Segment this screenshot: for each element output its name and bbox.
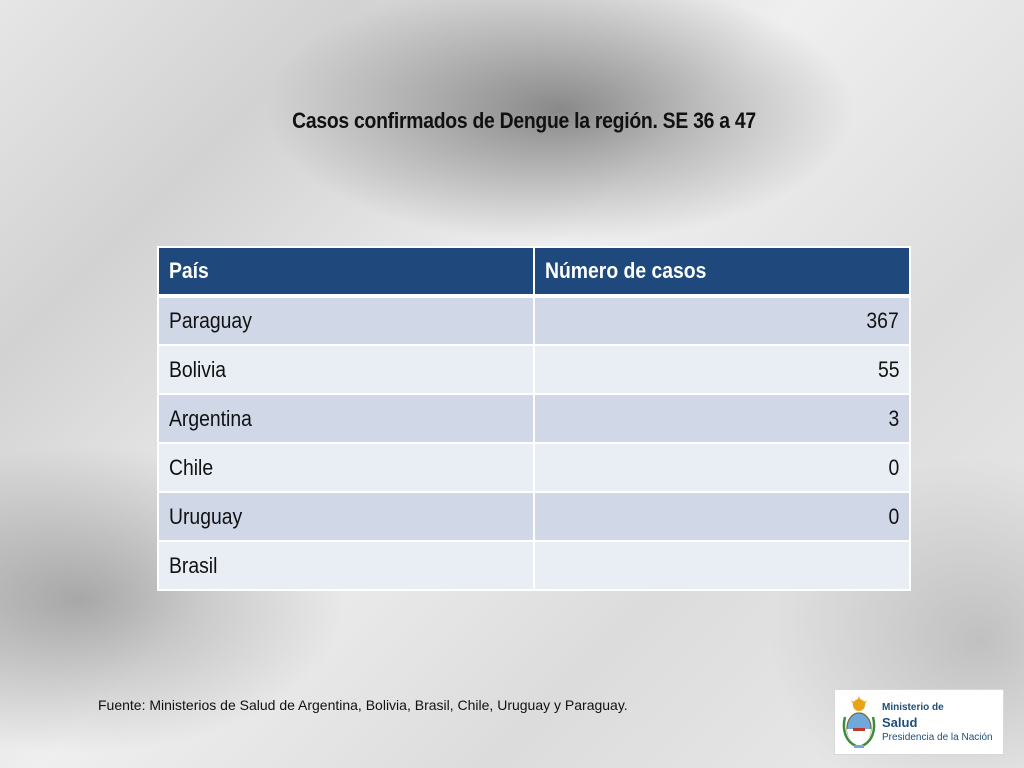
argentina-coat-of-arms-icon (842, 696, 876, 748)
logo-line-ministerio: Ministerio de (882, 702, 944, 713)
country-cell: Uruguay (157, 491, 535, 542)
table-row: Chile 0 (157, 442, 911, 493)
cases-cell (533, 540, 911, 591)
cases-cell: 0 (533, 491, 911, 542)
country-cell: Argentina (157, 393, 535, 444)
header-cases: Número de casos (533, 246, 911, 298)
table-row: Argentina 3 (157, 393, 911, 444)
table-row: Uruguay 0 (157, 491, 911, 542)
logo-line-salud: Salud (882, 715, 918, 730)
table-row: Bolivia 55 (157, 344, 911, 395)
cases-cell: 0 (533, 442, 911, 493)
table-header-row: País Número de casos (157, 246, 911, 298)
country-cell: Paraguay (157, 295, 535, 346)
logo-line-presidencia: Presidencia de la Nación (882, 732, 993, 743)
cases-cell: 55 (533, 344, 911, 395)
cases-cell: 3 (533, 393, 911, 444)
table-row: Brasil (157, 540, 911, 591)
ministerio-salud-logo: Ministerio de Salud Presidencia de la Na… (834, 689, 1004, 755)
header-country: País (157, 246, 535, 298)
country-cell: Chile (157, 442, 535, 493)
slide-title: Casos confirmados de Dengue la región. S… (292, 108, 756, 133)
table-row: Paraguay 367 (157, 295, 911, 346)
country-cell: Bolivia (157, 344, 535, 395)
country-cell: Brasil (157, 540, 535, 591)
cases-cell: 367 (533, 295, 911, 346)
dengue-cases-table: País Número de casos Paraguay 367 Bolivi… (157, 246, 911, 591)
source-note: Fuente: Ministerios de Salud de Argentin… (98, 697, 628, 713)
